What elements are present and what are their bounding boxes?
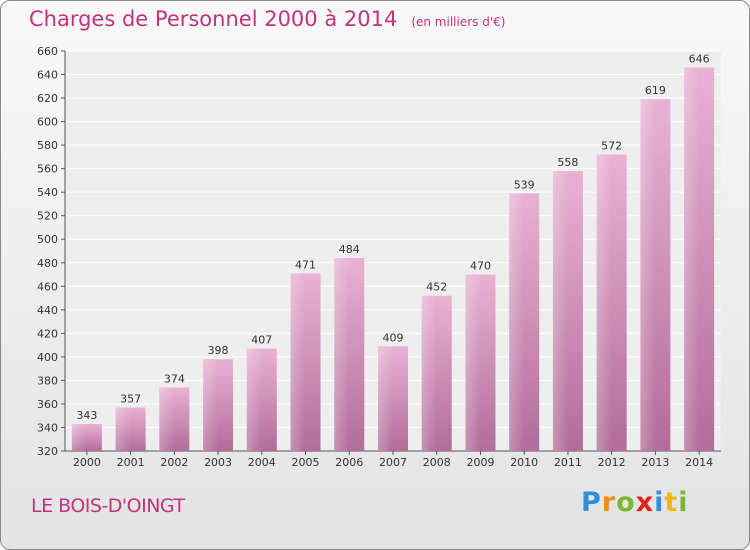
y-tick-label: 520 [37,210,58,223]
y-tick-label: 560 [37,163,58,176]
bar-layer [71,67,715,452]
y-tick-label: 340 [37,421,58,434]
data-label: 646 [689,52,710,65]
x-tick-label: 2013 [641,456,669,469]
x-tick-label: 2008 [423,456,451,469]
data-label: 572 [601,140,622,153]
y-tick-label: 440 [37,304,58,317]
y-tick-label: 320 [37,445,58,458]
bar-highlight [334,258,350,451]
bar-highlight [509,193,525,451]
logo-letter: i [678,487,689,518]
data-label: 484 [339,243,360,256]
chart-unit: (en milliers d'€) [411,15,506,29]
x-tick-label: 2010 [510,456,538,469]
y-tick-label: 360 [37,398,58,411]
bar-highlight [640,99,656,451]
data-label: 343 [76,409,97,422]
x-tick-label: 2002 [160,456,188,469]
y-tick-label: 380 [37,374,58,387]
data-label: 470 [470,260,491,273]
y-tick-label: 460 [37,280,58,293]
x-tick-label: 2000 [73,456,101,469]
bar-highlight [465,274,481,451]
bar-highlight [159,387,175,451]
data-label: 374 [164,372,185,385]
data-label: 539 [514,178,535,191]
logo-letter: P [581,487,602,518]
y-tick-label: 400 [37,351,58,364]
y-tick-label: 660 [37,45,58,58]
x-tick-label: 2001 [117,456,145,469]
y-tick-label: 640 [37,69,58,82]
logo-letter: i [654,487,665,518]
x-tick-label: 2007 [379,456,407,469]
y-tick-label: 500 [37,233,58,246]
y-tick-label: 580 [37,139,58,152]
x-tick-label: 2006 [335,456,363,469]
bar-highlight [378,346,393,451]
logo-letter: x [635,487,655,518]
y-tick-label: 540 [37,186,58,199]
bar-highlight [203,359,219,451]
data-label: 357 [120,392,141,405]
label-layer: 343 357 374 398 407 471 484 409 452 470 539 558 572 6… [76,52,709,421]
x-tick-label: 2003 [204,456,232,469]
chart-title-text: Charges de Personnel 2000 à 2014 [29,7,398,31]
x-tick-label: 2014 [685,456,713,469]
x-tick-label: 2012 [598,456,626,469]
logo-letter: t [664,487,679,518]
proxiti-logo[interactable]: Proxiti [581,487,689,518]
bar-highlight [596,154,612,451]
y-tick-label: 420 [37,327,58,340]
x-tick-label: 2011 [554,456,582,469]
data-label: 398 [208,344,229,357]
bar-highlight [71,423,87,451]
data-label: 409 [383,331,404,344]
axis-layer: 320 340 360 380 400 420 440 460 480 500 520 540 560 5… [37,45,721,469]
data-label: 558 [557,156,578,169]
chart-title: Charges de Personnel 2000 à 2014 (en mill… [29,7,505,31]
bar-highlight [684,67,700,452]
x-tick-label: 2009 [466,456,494,469]
data-label: 471 [295,258,316,271]
bar-highlight [290,273,306,451]
y-tick-label: 620 [37,92,58,105]
data-label: 407 [251,334,272,347]
x-tick-label: 2004 [248,456,276,469]
y-tick-label: 480 [37,257,58,270]
bar-highlight [552,171,568,451]
data-label: 452 [426,281,447,294]
bar-highlight [421,295,437,451]
bar-highlight [115,407,131,451]
y-tick-label: 600 [37,116,58,129]
bar-highlight [246,348,262,451]
commune-name: LE BOIS-D'OINGT [31,495,185,517]
logo-letter: o [616,487,636,518]
logo-letter: r [601,487,617,518]
x-tick-label: 2005 [292,456,320,469]
data-label: 619 [645,84,666,97]
